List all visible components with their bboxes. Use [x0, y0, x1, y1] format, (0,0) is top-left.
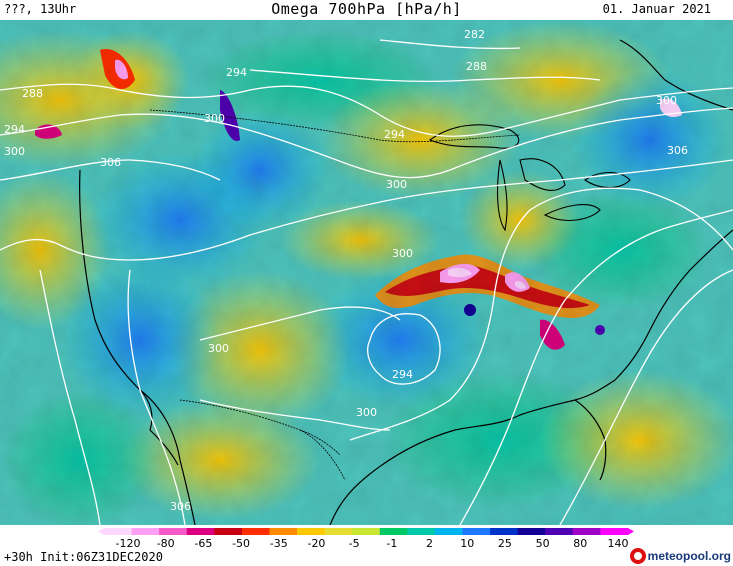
legend-tick-label: -5 — [349, 537, 360, 549]
legend-tick-label: -1 — [386, 537, 397, 549]
legend-swatch — [104, 528, 133, 535]
legend-tick-label: 140 — [608, 537, 629, 549]
legend-swatch — [269, 528, 298, 535]
legend-tick-label: -80 — [157, 537, 175, 549]
contour-label: 300 — [204, 112, 225, 125]
legend-swatch — [214, 528, 243, 535]
contour-label: 300 — [392, 247, 413, 260]
legend-tick-label: 25 — [498, 537, 512, 549]
contour-label: 294 — [392, 368, 413, 381]
legend-tick-label: -120 — [116, 537, 141, 549]
legend-tick-label: -50 — [232, 537, 250, 549]
header-bar: ???, 13Uhr Omega 700hPa [hPa/h] 01. Janu… — [0, 0, 733, 20]
coastlines — [79, 39, 733, 525]
contour-label: 288 — [22, 87, 43, 100]
legend-tick-label: 2 — [426, 537, 433, 549]
legend-left-arrow — [98, 528, 104, 535]
legend-swatch — [186, 528, 215, 535]
color-legend: -120 -80 -65 -50 -35 -20 -5 -1 2 10 25 50 80 140 +30h… — [0, 525, 733, 566]
legend-swatch — [159, 528, 188, 535]
contour-label: 300 — [356, 406, 377, 419]
contour-label: 294 — [4, 123, 25, 136]
legend-tick-label: 80 — [573, 537, 587, 549]
legend-swatch — [434, 528, 464, 535]
legend-swatch — [297, 528, 326, 535]
valid-time-label: ???, 13Uhr — [4, 2, 77, 16]
contour-label: 282 — [464, 28, 485, 41]
contour-label: 300 — [208, 342, 229, 355]
omega-map: 282 288 294 300 306 300 294 288 294 300 … — [0, 20, 733, 525]
legend-swatch — [131, 528, 160, 535]
legend-swatch — [490, 528, 519, 535]
chart-title: Omega 700hPa [hPa/h] — [271, 0, 462, 18]
legend-right-arrow — [628, 528, 634, 535]
legend-swatch — [352, 528, 381, 535]
forecast-date: 01. Januar 2021 — [602, 2, 711, 16]
legend-swatch — [600, 528, 629, 535]
contour-label: 288 — [466, 60, 487, 73]
legend-tick-label: 50 — [536, 537, 550, 549]
legend-swatch — [572, 528, 601, 535]
contour-label: 306 — [100, 156, 121, 169]
legend-tick-label: 10 — [460, 537, 474, 549]
contour-label: 306 — [667, 144, 688, 157]
legend-tick-label: -35 — [270, 537, 288, 549]
contour-label: 300 — [4, 145, 25, 158]
brand-text: meteopool.org — [647, 549, 731, 563]
legend-colorbar: -120 -80 -65 -50 -35 -20 -5 -1 2 10 25 50 80 140 — [98, 528, 634, 549]
contour-label: 294 — [226, 66, 247, 79]
contour-labels: 282 288 294 300 306 300 294 288 294 300 … — [4, 28, 688, 513]
contours — [0, 39, 733, 525]
contour-label: 306 — [170, 500, 191, 513]
great-lakes — [428, 124, 631, 232]
contour-label: 294 — [384, 128, 405, 141]
legend-swatch — [379, 528, 408, 535]
legend-swatch — [517, 528, 546, 535]
meteopool-logo-icon — [629, 548, 646, 564]
legend-tick-label: -20 — [307, 537, 325, 549]
borders — [149, 109, 521, 481]
legend-tick-label: -65 — [194, 537, 212, 549]
field-texture — [0, 20, 733, 525]
legend-swatch — [407, 528, 436, 535]
legend-swatch — [462, 528, 491, 535]
contour-label: 300 — [386, 178, 407, 191]
legend-swatch — [241, 528, 270, 535]
brand-logo[interactable]: meteopool.org — [629, 548, 731, 564]
legend-swatch — [324, 528, 353, 535]
contour-label: 300 — [656, 94, 677, 107]
legend-swatch — [545, 528, 574, 535]
run-info: +30h Init:06Z31DEC2020 — [4, 550, 163, 564]
